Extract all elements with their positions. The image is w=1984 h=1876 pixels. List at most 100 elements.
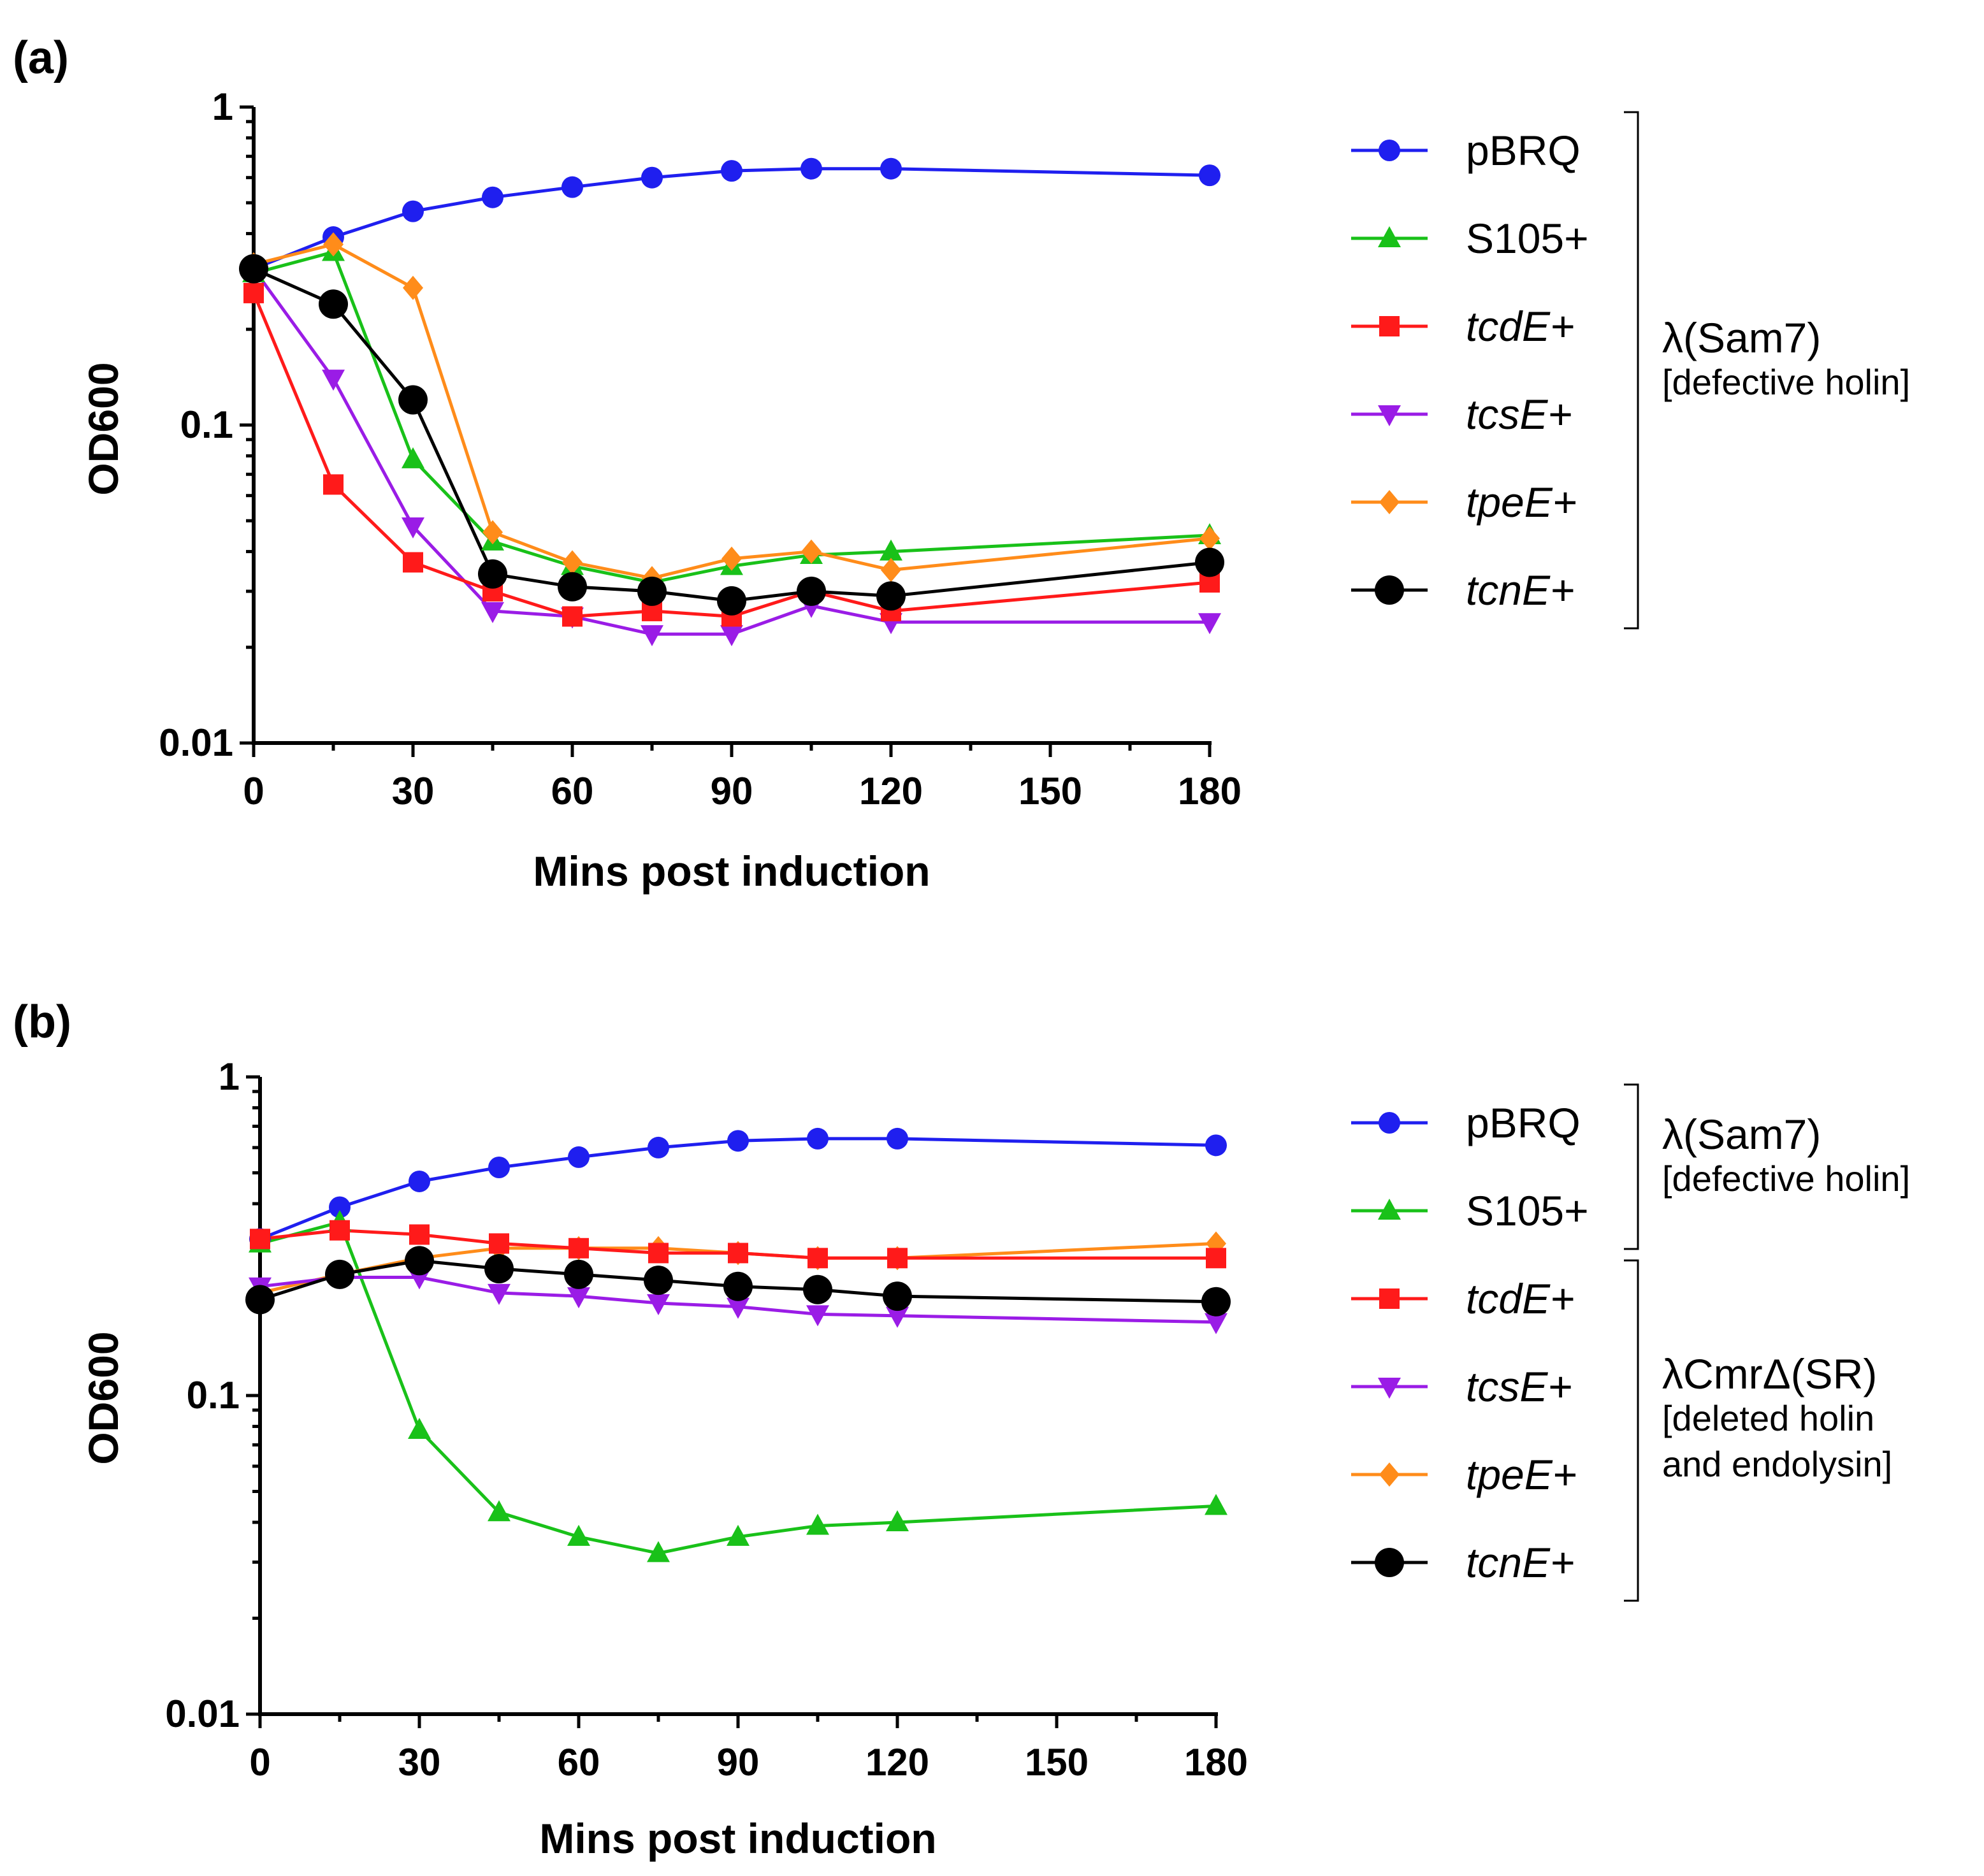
data-point-s105 [488, 1500, 510, 1522]
data-point-tcne [717, 586, 746, 616]
x-tick-label: 60 [551, 770, 594, 812]
x-tick-label: 150 [1018, 770, 1082, 812]
data-point-pbrq [329, 1196, 351, 1218]
data-point-s105 [806, 1513, 829, 1535]
legend-label-tcde: tcdE+ [1466, 1275, 1575, 1322]
group-title: λCmrΔ(SR) [1662, 1350, 1877, 1397]
data-point-s105 [567, 1524, 590, 1546]
data-point-pbrq [1205, 1134, 1227, 1157]
panel-label: (b) [13, 997, 71, 1048]
data-point-tcne [803, 1274, 832, 1304]
x-tick-label: 0 [249, 1741, 270, 1784]
data-point-pbrq [402, 200, 424, 222]
x-tick-label: 90 [717, 1741, 760, 1784]
legend-label-tpee: tpeE+ [1466, 479, 1577, 526]
data-point-tcne [398, 385, 428, 415]
data-point-pbrq [648, 1136, 669, 1158]
x-tick-label: 30 [398, 1741, 441, 1784]
series-line-pbrq [259, 1137, 1217, 1241]
data-point-pbrq [887, 1127, 908, 1150]
data-point-tcde [568, 1237, 589, 1259]
x-tick-label: 180 [1178, 770, 1242, 812]
data-point-tpee [721, 546, 742, 571]
data-point-tpee [323, 232, 344, 257]
legend-b: pBRQ S105+ tcdE+ tcsE+ tpeE+ tcnE+ λ(Sam7)[def… [1351, 1083, 1910, 1602]
y-tick-label: 0.1 [187, 1374, 240, 1417]
data-point-tcde [807, 1248, 828, 1269]
data-point-tcde [489, 1233, 509, 1254]
x-tick-label: 150 [1025, 1741, 1089, 1784]
x-axis-title: Mins post induction [533, 848, 930, 895]
data-point-tcne [876, 581, 906, 611]
series-line-tcde [259, 1229, 1216, 1260]
y-tick-label: 1 [212, 85, 233, 128]
plot-area-a: 0.01 0.1 1 0 30 60 90 120 150 180 [159, 85, 1242, 812]
data-point-tcne [325, 1259, 354, 1289]
legend-label-tcse: tcsE+ [1466, 391, 1572, 438]
data-point-tcne [245, 1285, 275, 1315]
data-point-tcne [405, 1246, 434, 1276]
legend-marker-pbrq [1379, 140, 1400, 161]
data-point-pbrq [568, 1146, 590, 1168]
legend-label-s105: S105+ [1466, 1187, 1589, 1234]
series-line-s105 [259, 1220, 1217, 1555]
legend-marker-pbrq [1379, 1112, 1400, 1134]
data-point-pbrq [488, 1156, 510, 1178]
data-point-tcne [723, 1271, 753, 1301]
data-point-pbrq [727, 1130, 749, 1152]
data-point-s105 [1205, 1494, 1227, 1515]
series-line-pbrq [253, 167, 1210, 271]
data-point-s105 [727, 1524, 749, 1546]
legend-marker-tcne [1375, 1548, 1404, 1577]
data-point-tcde [648, 1243, 669, 1264]
data-point-s105 [880, 539, 902, 561]
group-subtitle: and endolysin] [1662, 1444, 1892, 1484]
legend-label-tcse: tcsE+ [1466, 1363, 1572, 1410]
y-tick-label: 1 [219, 1055, 240, 1098]
y-axis-title: OD600 [80, 1331, 127, 1464]
y-tick-label: 0.1 [180, 403, 233, 446]
series-line-tpee [253, 243, 1210, 580]
x-tick-label: 120 [859, 770, 923, 812]
data-point-tcde [243, 282, 264, 303]
x-tick-label: 180 [1184, 1741, 1248, 1784]
x-tick-label: 60 [558, 1741, 600, 1784]
data-point-tcne [637, 576, 667, 606]
data-point-tcse [322, 370, 345, 391]
data-point-tcse [720, 625, 743, 647]
data-point-pbrq [482, 186, 503, 208]
legend-label-tcne: tcnE+ [1466, 1539, 1575, 1586]
legend-marker-tcse [1378, 1378, 1401, 1399]
data-point-tcde [403, 552, 423, 573]
data-point-tcne [239, 254, 268, 284]
data-point-tcne [478, 559, 507, 589]
series-line-s105 [253, 250, 1210, 584]
x-axis-title: Mins post induction [539, 1815, 936, 1862]
data-point-tcde [728, 1243, 748, 1264]
legend-marker-tpee [1379, 1462, 1400, 1487]
data-point-tpee [562, 550, 583, 575]
data-point-tcse [886, 1306, 909, 1328]
data-point-tcde [562, 606, 583, 627]
series-line-tcne [252, 267, 1210, 603]
data-point-tpee [881, 558, 901, 582]
group-subtitle: [deleted holin [1662, 1398, 1874, 1438]
data-point-s105 [408, 1417, 431, 1439]
data-point-pbrq [1199, 164, 1220, 187]
data-point-pbrq [880, 157, 902, 180]
data-point-tcse [1205, 1313, 1227, 1334]
data-point-s105 [886, 1510, 909, 1531]
legend-a: pBRQ S105+ tcdE+ tcsE+ tpeE+ tcnE+ λ(Sam7)[def… [1351, 111, 1910, 630]
data-point-tcse [1198, 613, 1221, 635]
series-line-tcse [259, 1276, 1217, 1324]
data-point-tpee [482, 520, 503, 545]
legend-label-pbrq: pBRQ [1466, 127, 1581, 174]
data-point-pbrq [721, 160, 742, 182]
data-point-tcse [488, 1283, 510, 1305]
series-line-tcne [259, 1259, 1217, 1304]
data-point-tcne [1201, 1287, 1231, 1317]
data-point-tcne [558, 572, 587, 602]
legend-label-tpee: tpeE+ [1466, 1451, 1577, 1498]
plot-area-b: 0.01 0.1 1 0 30 60 90 120 150 180 [165, 1055, 1248, 1784]
